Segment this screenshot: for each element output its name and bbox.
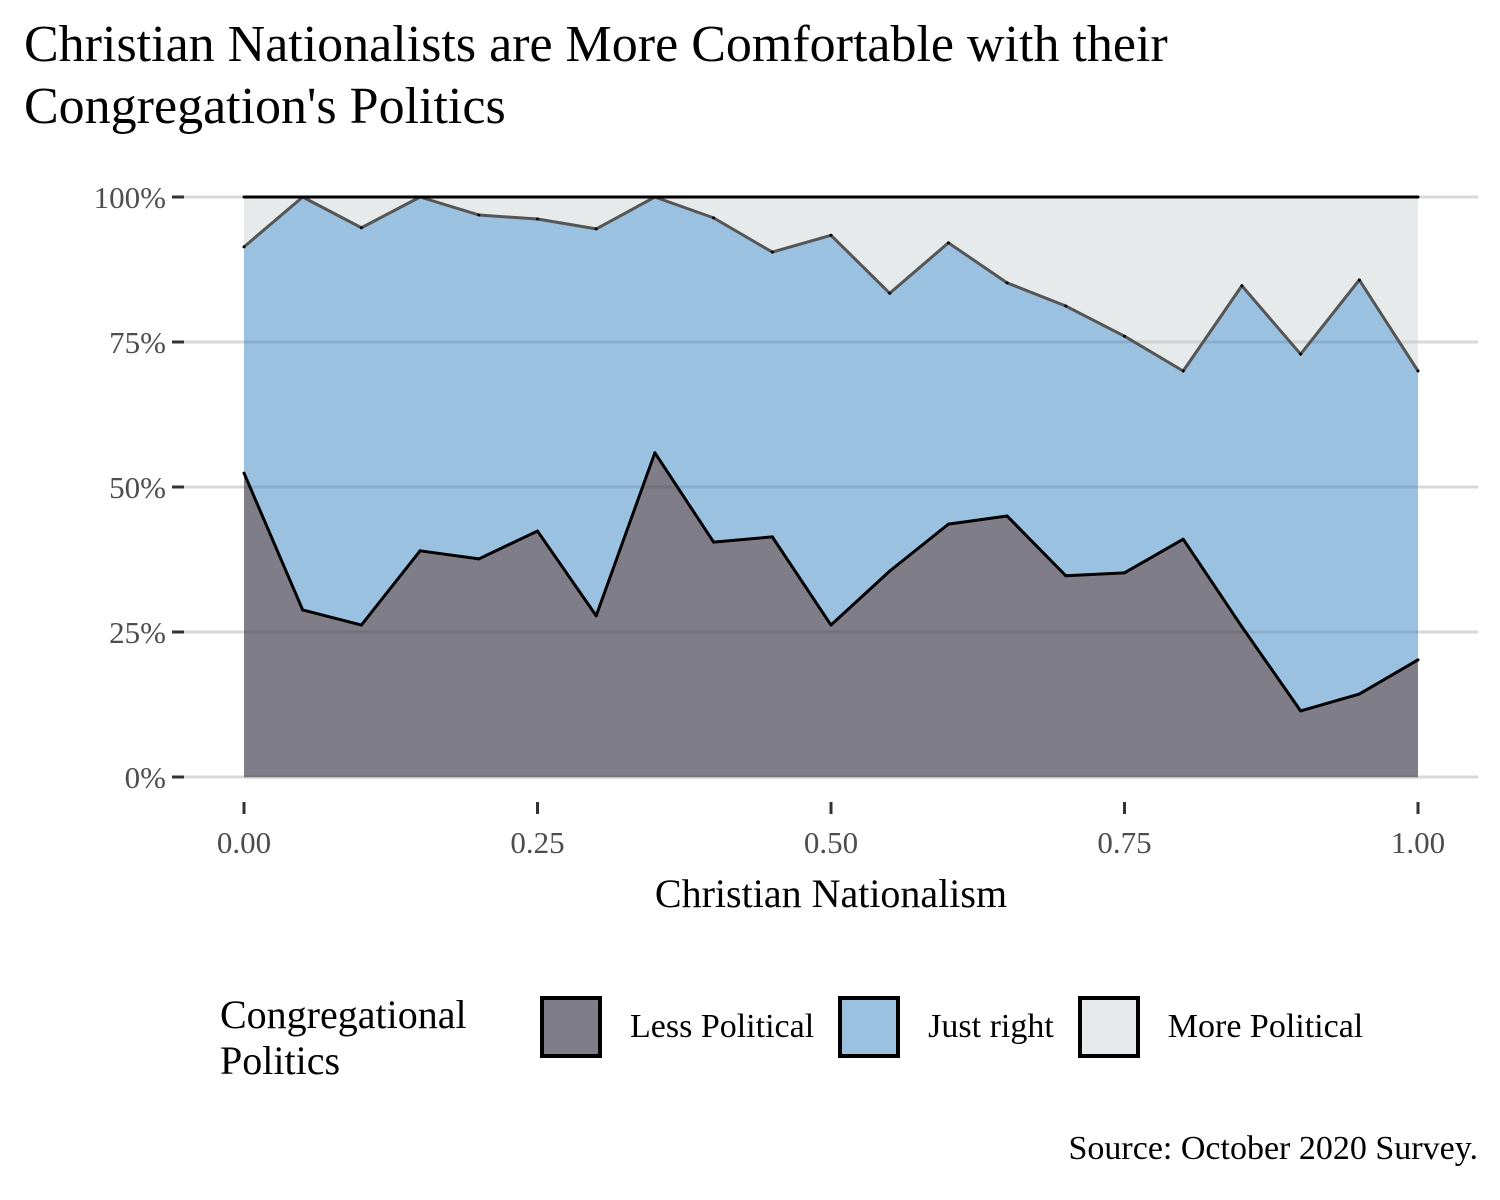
data-point-just-right xyxy=(477,213,481,217)
data-point-just-right xyxy=(1064,304,1068,308)
data-point-just-right xyxy=(770,250,774,254)
data-point-more-political xyxy=(770,195,774,199)
data-point-less-political xyxy=(770,535,774,539)
data-point-less-political xyxy=(1181,537,1185,541)
legend-label: More Political xyxy=(1167,1008,1364,1045)
legend-key-just-right xyxy=(838,996,901,1058)
data-point-just-right xyxy=(1299,352,1303,356)
data-point-just-right xyxy=(1240,284,1244,288)
data-point-more-political xyxy=(829,195,833,199)
data-point-just-right xyxy=(359,226,363,230)
data-point-less-political xyxy=(888,569,892,573)
data-point-more-political xyxy=(418,195,422,199)
data-point-more-political xyxy=(1357,195,1361,199)
stacked-areas xyxy=(244,195,1418,779)
data-point-less-political xyxy=(1299,709,1303,713)
area-more-political xyxy=(244,197,1418,371)
data-point-more-political xyxy=(477,195,481,199)
data-point-just-right xyxy=(242,245,246,249)
data-point-less-political xyxy=(712,540,716,544)
data-point-just-right xyxy=(1005,281,1009,285)
legend-label: Just right xyxy=(928,1008,1054,1045)
chart-title: Christian Nationalists are More Comforta… xyxy=(24,16,1168,135)
data-point-more-political xyxy=(1005,195,1009,199)
legend-title: Congregational Politics xyxy=(220,992,467,1083)
data-point-just-right xyxy=(1416,369,1420,373)
legend-item-just-right: Just right xyxy=(838,992,1054,1062)
plot-area: 0% 25% 50% 75% 100% 0.00 0.25 0.50 0.75 1.00 Chri… xyxy=(94,180,1478,916)
data-point-more-political xyxy=(536,195,539,199)
data-point-more-political xyxy=(1064,195,1068,199)
x-tick-label: 0.00 xyxy=(217,825,271,860)
data-point-more-political xyxy=(359,195,363,199)
legend: Congregational Politics Less Political J… xyxy=(220,992,1387,1084)
x-tick-label: 0.25 xyxy=(510,825,564,860)
boundary-lines xyxy=(242,195,1420,713)
data-point-more-political xyxy=(242,195,246,199)
legend-key-more-political xyxy=(1077,996,1140,1058)
area-less-political xyxy=(244,452,1418,777)
x-tick-label: 0.75 xyxy=(1097,825,1151,860)
y-tick-label: 50% xyxy=(109,470,166,505)
data-point-less-political xyxy=(1357,692,1361,696)
legend-label: Less Political xyxy=(630,1008,815,1045)
data-point-less-political xyxy=(1064,574,1068,578)
data-point-less-political xyxy=(1416,658,1420,662)
data-point-less-political xyxy=(536,529,539,533)
data-point-just-right xyxy=(712,216,716,220)
data-point-less-political xyxy=(1240,625,1244,629)
data-point-less-political xyxy=(1123,571,1126,575)
data-point-less-political xyxy=(418,549,422,553)
data-point-just-right xyxy=(594,227,598,231)
x-tick-label: 1.00 xyxy=(1391,825,1445,860)
data-point-more-political xyxy=(1416,195,1420,199)
data-point-less-political xyxy=(946,522,950,526)
data-point-less-political xyxy=(477,557,481,561)
axes: 0% 25% 50% 75% 100% 0.00 0.25 0.50 0.75 1.00 xyxy=(94,180,1445,860)
data-point-more-political xyxy=(946,195,950,199)
y-tick-label: 0% xyxy=(125,760,166,795)
data-point-more-political xyxy=(594,195,598,199)
data-point-less-political xyxy=(242,471,246,475)
data-point-more-political xyxy=(1181,195,1185,199)
area-just-right xyxy=(244,197,1418,711)
data-point-more-political xyxy=(712,195,716,199)
legend-item-less-political: Less Political xyxy=(540,992,814,1062)
data-point-more-political xyxy=(1123,195,1126,199)
source-caption: Source: October 2020 Survey. xyxy=(1068,1130,1478,1167)
data-point-just-right xyxy=(888,291,892,295)
legend-key-less-political xyxy=(540,996,602,1058)
data-point-less-political xyxy=(653,451,657,455)
data-point-more-political xyxy=(888,195,892,199)
x-axis-title: Christian Nationalism xyxy=(655,871,1007,916)
data-point-more-political xyxy=(653,195,657,199)
data-point-more-political xyxy=(301,195,305,199)
data-point-just-right xyxy=(1357,278,1361,282)
data-point-less-political xyxy=(1005,514,1009,518)
data-point-more-political xyxy=(1240,195,1244,199)
data-point-less-political xyxy=(594,614,598,618)
data-point-just-right xyxy=(536,217,539,221)
x-tick-label: 0.50 xyxy=(804,825,858,860)
data-point-less-political xyxy=(829,623,833,627)
data-point-just-right xyxy=(946,241,950,245)
data-point-more-political xyxy=(1299,195,1303,199)
data-point-less-political xyxy=(301,608,305,612)
y-tick-label: 25% xyxy=(109,615,166,650)
data-point-less-political xyxy=(359,623,363,627)
y-tick-label: 75% xyxy=(109,325,166,360)
data-point-just-right xyxy=(829,233,833,237)
data-point-just-right xyxy=(1123,334,1126,338)
data-point-just-right xyxy=(1181,369,1185,373)
y-tick-label: 100% xyxy=(94,180,166,215)
legend-item-more-political: More Political xyxy=(1077,992,1364,1062)
